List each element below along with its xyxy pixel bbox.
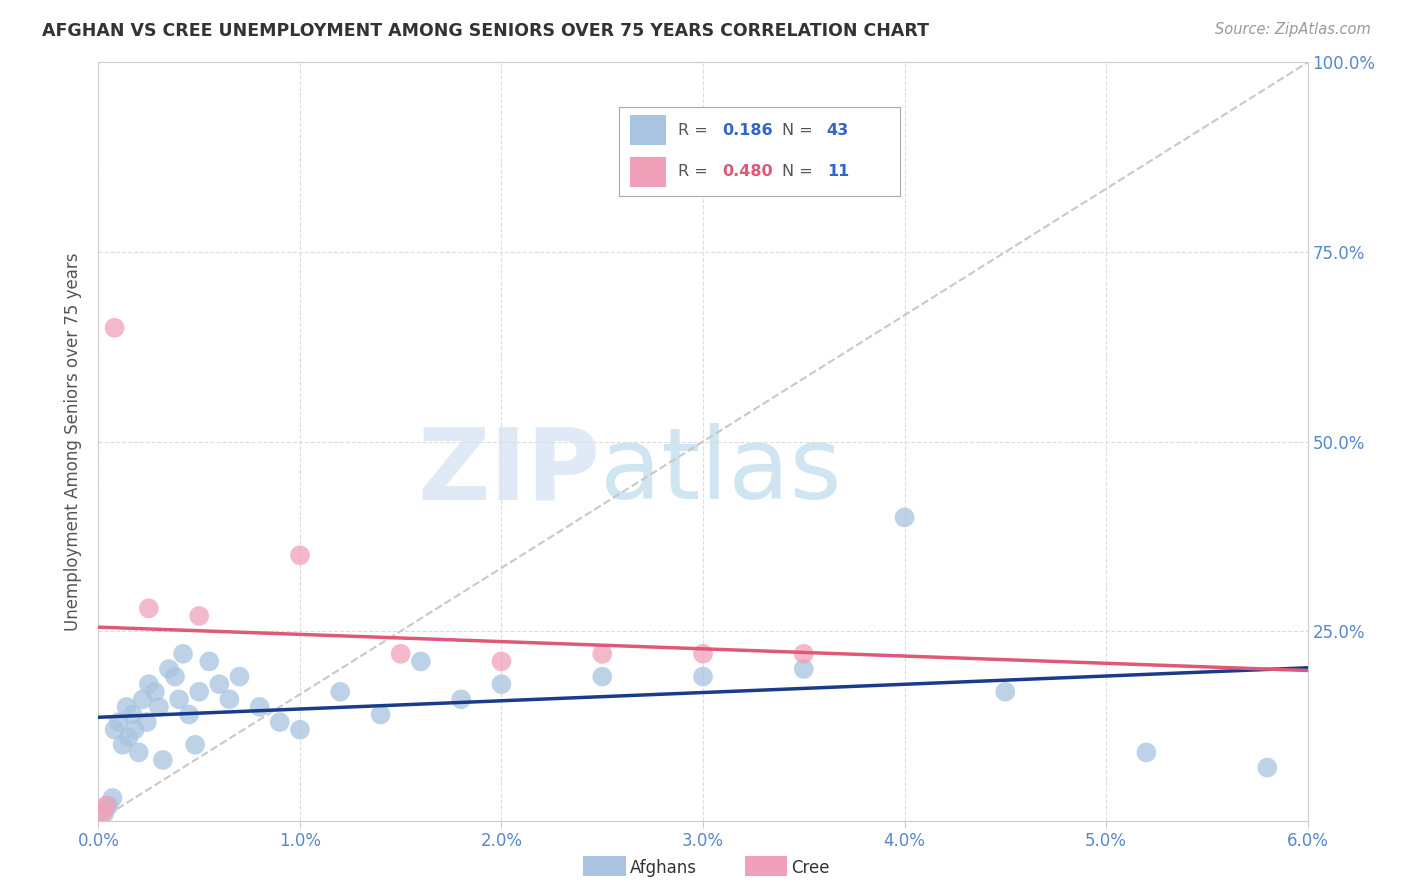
Point	[389, 647, 412, 661]
Text: 0.480: 0.480	[723, 164, 773, 178]
Text: Cree: Cree	[792, 859, 830, 877]
Point	[249, 699, 271, 714]
Point	[793, 647, 815, 661]
Point	[591, 669, 613, 683]
Point	[288, 723, 311, 737]
Point	[121, 707, 143, 722]
Text: N =: N =	[782, 164, 818, 178]
Point	[793, 662, 815, 676]
Point	[1256, 760, 1278, 774]
Point	[143, 685, 166, 699]
Point	[163, 669, 186, 683]
Point	[128, 746, 150, 760]
Text: R =: R =	[678, 123, 713, 137]
Point	[124, 723, 146, 737]
Point	[893, 510, 915, 524]
Point	[208, 677, 231, 691]
Point	[450, 692, 472, 706]
Point	[172, 647, 194, 661]
Text: AFGHAN VS CREE UNEMPLOYMENT AMONG SENIORS OVER 75 YEARS CORRELATION CHART: AFGHAN VS CREE UNEMPLOYMENT AMONG SENIOR…	[42, 22, 929, 40]
Point	[692, 647, 714, 661]
Point	[138, 677, 160, 691]
Point	[148, 699, 170, 714]
Point	[994, 685, 1017, 699]
Point	[218, 692, 240, 706]
Point	[157, 662, 180, 676]
Text: atlas: atlas	[600, 424, 842, 520]
Point	[591, 647, 613, 661]
Text: Source: ZipAtlas.com: Source: ZipAtlas.com	[1215, 22, 1371, 37]
Point	[184, 738, 207, 752]
Point	[167, 692, 190, 706]
Y-axis label: Unemployment Among Seniors over 75 years: Unemployment Among Seniors over 75 years	[65, 252, 83, 631]
Point	[152, 753, 174, 767]
Point	[329, 685, 352, 699]
Text: 0.186: 0.186	[723, 123, 773, 137]
Point	[228, 669, 250, 683]
Point	[1135, 746, 1157, 760]
Point	[135, 715, 157, 730]
Point	[198, 655, 221, 669]
Text: 43: 43	[827, 123, 849, 137]
Point	[132, 692, 155, 706]
Point	[93, 806, 115, 821]
Text: 11: 11	[827, 164, 849, 178]
Point	[115, 699, 138, 714]
Point	[103, 723, 125, 737]
Point	[692, 669, 714, 683]
Point	[107, 715, 129, 730]
Bar	[630, 157, 666, 187]
Point	[409, 655, 432, 669]
Point	[491, 677, 513, 691]
Point	[103, 320, 125, 334]
Bar	[630, 115, 666, 145]
Point	[269, 715, 291, 730]
Text: Afghans: Afghans	[630, 859, 697, 877]
Point	[118, 730, 141, 744]
Text: R =: R =	[678, 164, 713, 178]
Point	[288, 548, 311, 563]
Point	[188, 608, 211, 623]
Text: N =: N =	[782, 123, 818, 137]
Point	[101, 791, 124, 805]
Point	[97, 798, 120, 813]
Point	[188, 685, 211, 699]
Point	[91, 806, 114, 821]
Point	[179, 707, 201, 722]
Point	[491, 655, 513, 669]
Point	[370, 707, 392, 722]
Point	[138, 601, 160, 615]
Point	[111, 738, 134, 752]
Point	[96, 798, 118, 813]
Text: ZIP: ZIP	[418, 424, 600, 520]
